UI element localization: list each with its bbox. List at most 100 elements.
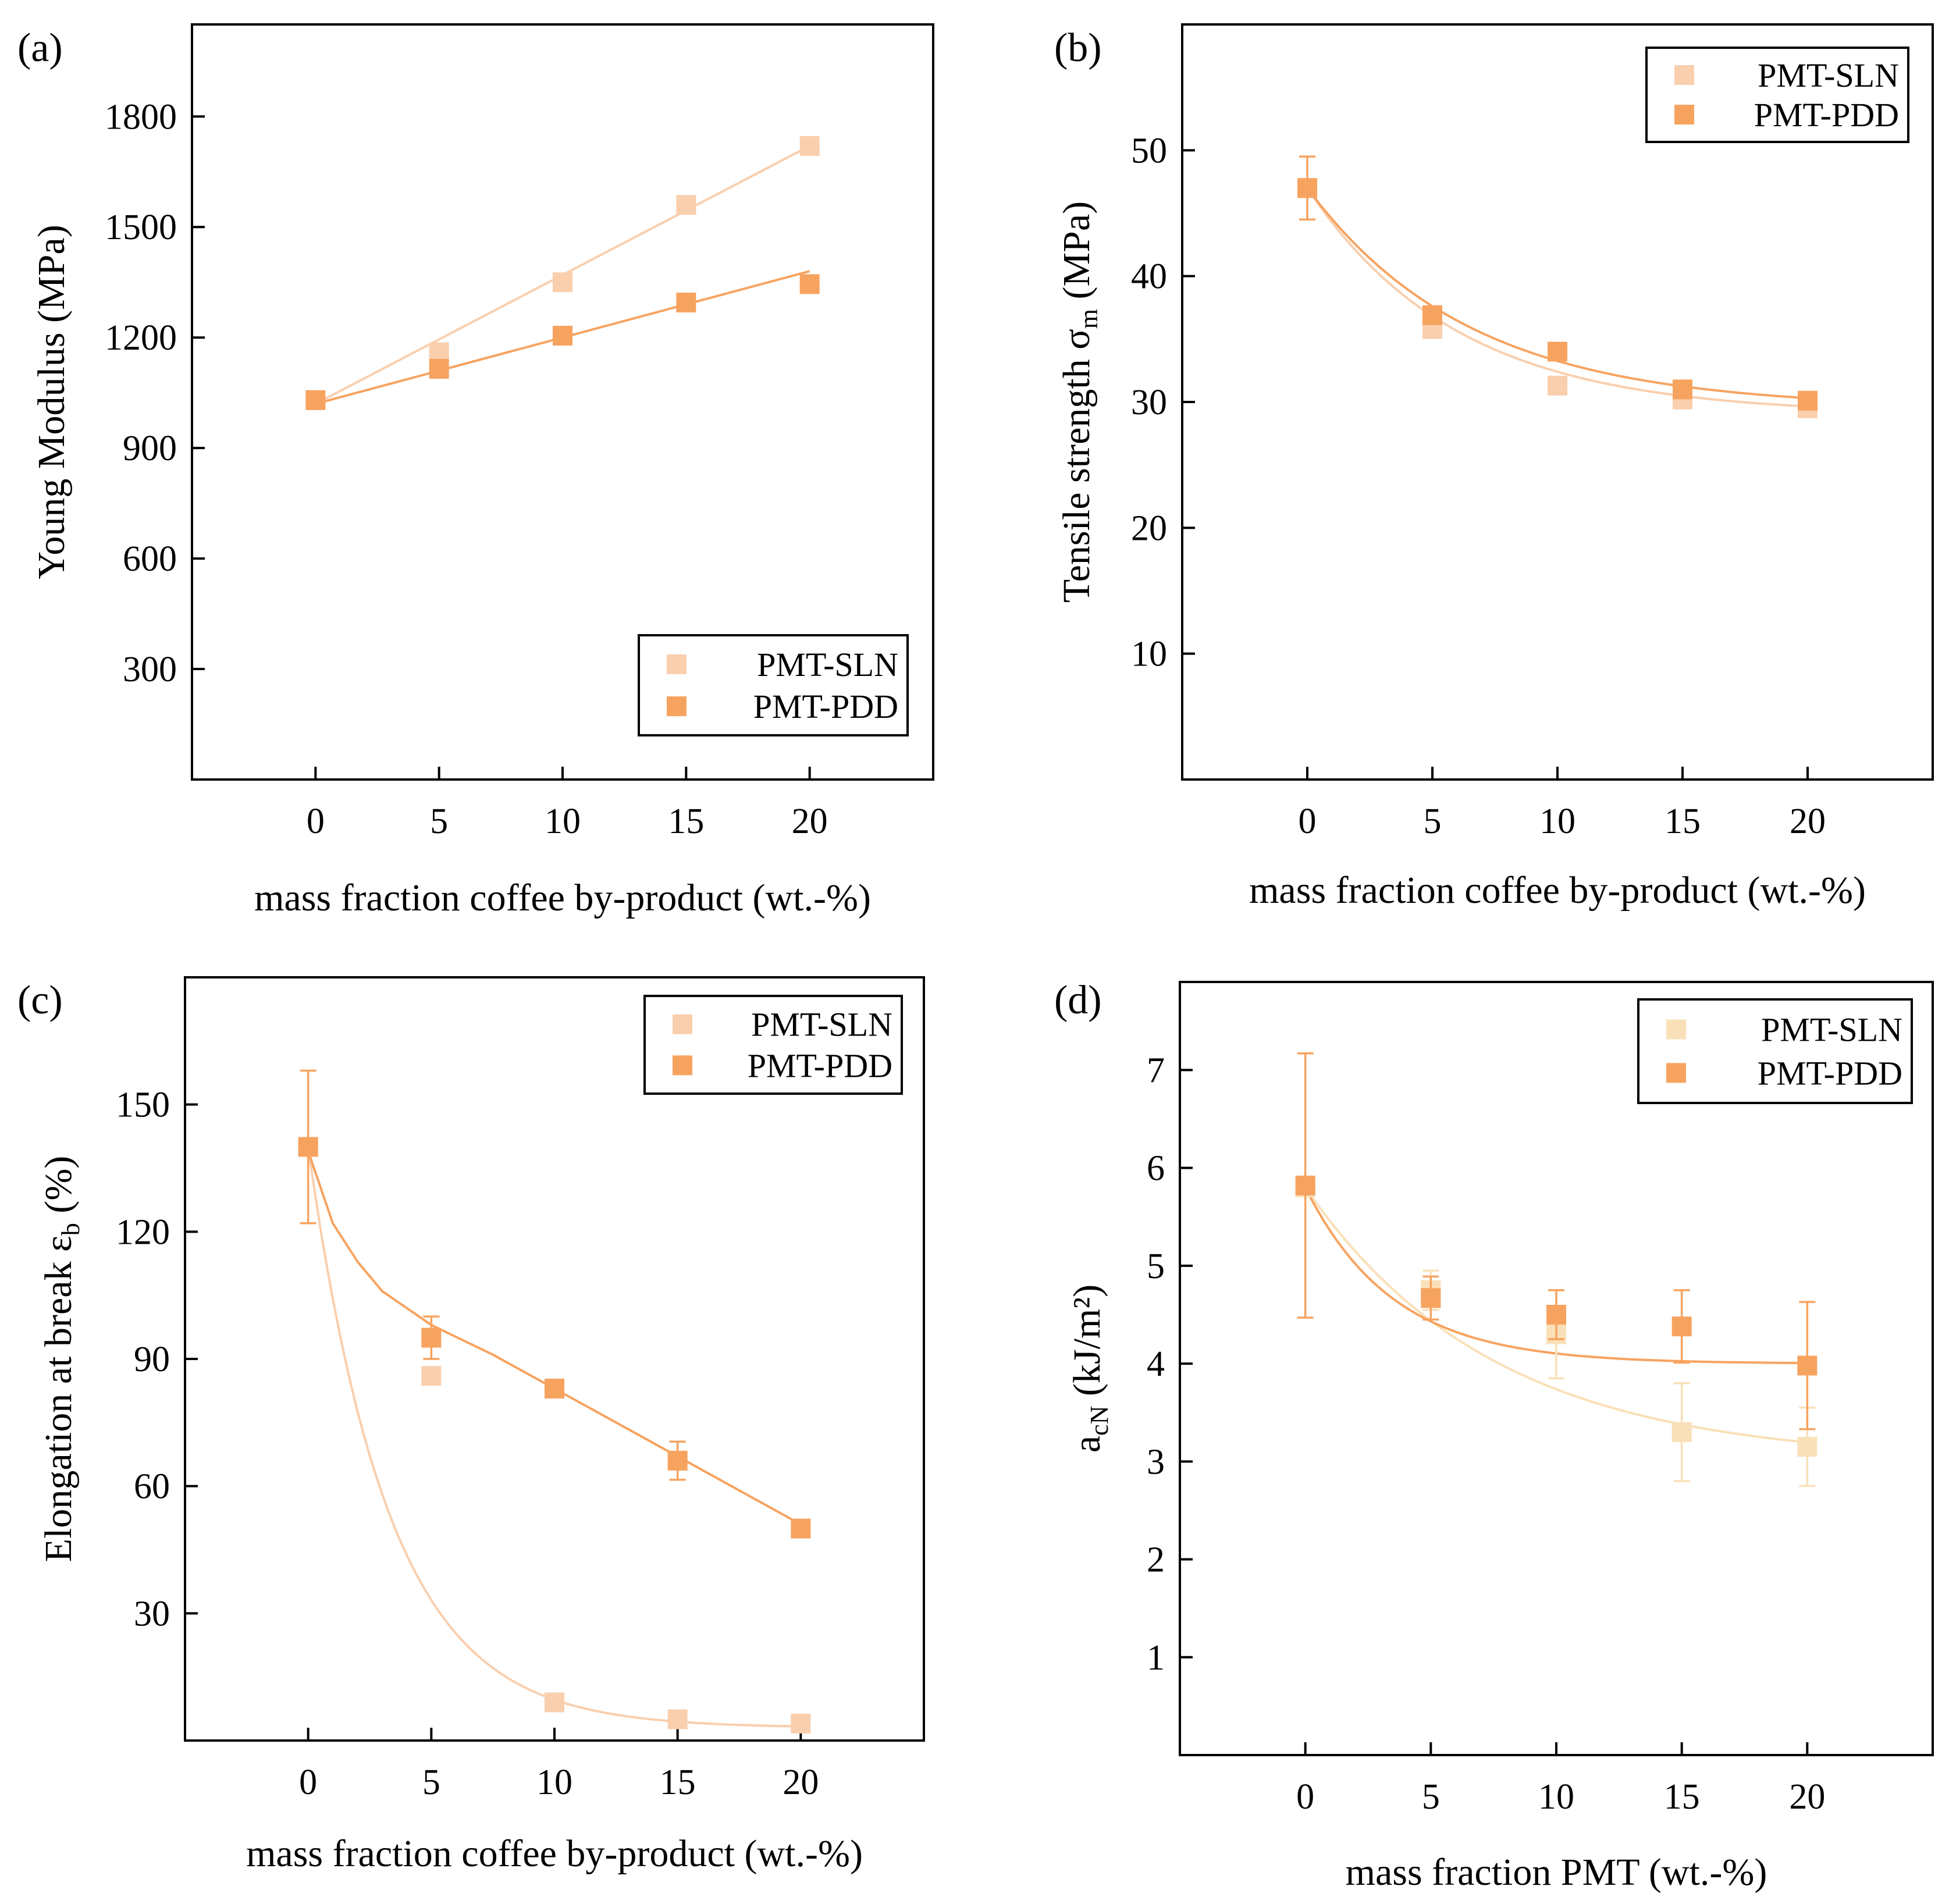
panel-label: (b) [1054, 26, 1102, 70]
legend-marker [667, 654, 687, 674]
data-point [1295, 1175, 1315, 1195]
y-tick-label: 3 [1147, 1442, 1165, 1482]
data-point [1548, 341, 1567, 362]
legend-marker [673, 1014, 692, 1034]
data-point [545, 1379, 564, 1399]
y-tick-label: 60 [134, 1467, 170, 1507]
data-point [799, 274, 820, 294]
legend-label: PMT-SLN [1761, 1011, 1902, 1049]
panel-label: (d) [1054, 978, 1102, 1023]
x-tick-label: 10 [1539, 802, 1575, 841]
data-point [421, 1328, 442, 1348]
fit-curve [1304, 1187, 1808, 1444]
data-point [298, 1137, 318, 1157]
y-axis-title-unit: (kJ/m²) [1066, 1284, 1108, 1406]
x-tick-label: 0 [1299, 802, 1317, 841]
y-axis-title-unit: (MPa) [1055, 201, 1098, 309]
chart-panel-d: (d) 0 5 10 15 20 1 2 3 4 5 6 7 mass fraction PMT (wt.… [1054, 978, 1934, 1894]
y-tick-label: 600 [123, 539, 177, 579]
data-point [1671, 1316, 1692, 1337]
x-tick-label: 15 [1664, 1777, 1700, 1817]
data-point [1798, 390, 1818, 411]
y-tick-label: 1 [1147, 1638, 1165, 1678]
legend-box [1637, 998, 1913, 1104]
fit-curve [1306, 187, 1808, 408]
x-tick-label: 10 [545, 802, 581, 841]
x-axis-title: mass fraction coffee by-product (wt.-%) [254, 877, 871, 919]
data-point [1797, 1355, 1818, 1376]
chart-panel-a: (a) 0 5 10 15 20 300 600 900 1200 1500 1800 mass fra… [17, 23, 934, 919]
data-point [799, 136, 820, 156]
data-point [1421, 1288, 1441, 1308]
data-point [429, 359, 449, 379]
fit-curve [1306, 187, 1808, 400]
y-axis-title-main: Tensile strength σ [1055, 329, 1098, 603]
legend-label: PMT-PDD [753, 688, 898, 725]
x-tick-label: 5 [1422, 1777, 1440, 1817]
y-tick-label: 40 [1131, 257, 1167, 297]
y-tick-label: 50 [1131, 131, 1167, 170]
y-axis-title-subscript: cN [1085, 1406, 1114, 1436]
data-point [1546, 1304, 1566, 1325]
data-point [553, 326, 572, 346]
y-axis-title: Young Modulus (MPa) [30, 225, 73, 579]
y-tick-label: 30 [1131, 383, 1167, 422]
x-axis-title: mass fraction coffee by-product (wt.-%) [246, 1832, 863, 1875]
data-point [667, 1709, 688, 1729]
y-axis-title-main: Young Modulus (MPa) [30, 225, 73, 579]
y-axis-title: Tensile strength σm (MPa) [1055, 201, 1103, 603]
y-tick-label: 300 [123, 650, 177, 689]
y-axis-title-subscript: m [1075, 309, 1103, 329]
y-axis-title-subscript: b [56, 1223, 85, 1236]
data-point [791, 1713, 811, 1734]
y-tick-label: 1500 [105, 208, 177, 247]
x-tick-label: 20 [783, 1763, 819, 1802]
legend-box [643, 995, 903, 1095]
y-tick-label: 7 [1147, 1051, 1165, 1090]
data-point [305, 390, 326, 410]
x-tick-label: 0 [307, 802, 325, 841]
x-tick-label: 15 [1665, 802, 1701, 841]
data-point [1297, 178, 1317, 198]
data-point [1548, 375, 1567, 396]
panel-label: (c) [17, 978, 63, 1023]
data-point [676, 293, 696, 313]
y-tick-label: 2 [1147, 1540, 1165, 1580]
y-tick-label: 6 [1147, 1149, 1165, 1188]
x-tick-label: 20 [1789, 1777, 1825, 1817]
y-tick-label: 1200 [105, 318, 177, 358]
data-point [667, 1450, 688, 1471]
fit-curve [307, 1151, 802, 1526]
data-point [791, 1518, 811, 1539]
y-tick-label: 30 [134, 1594, 170, 1633]
x-tick-label: 0 [299, 1763, 317, 1802]
data-point [421, 1366, 442, 1386]
legend-label: PMT-PDD [1754, 96, 1899, 134]
legend-label: PMT-SLN [751, 1006, 892, 1044]
y-axis-title-unit: (%) [37, 1156, 80, 1223]
legend-label: PMT-SLN [1758, 56, 1899, 94]
data-point [1422, 305, 1442, 325]
y-axis-title-main: a [1066, 1436, 1108, 1453]
legend-marker [1666, 1019, 1686, 1040]
x-tick-label: 5 [430, 802, 448, 841]
legend-box [1645, 47, 1909, 143]
legend-label: PMT-PDD [748, 1047, 892, 1084]
data-point [676, 195, 696, 215]
y-tick-label: 150 [116, 1086, 170, 1125]
y-axis-title: Elongation at break εb (%) [37, 1156, 85, 1562]
legend: PMT-SLN PMT-PDD [1637, 998, 1913, 1104]
x-axis-title: mass fraction PMT (wt.-%) [1346, 1851, 1767, 1894]
y-tick-label: 1800 [105, 97, 177, 137]
legend-label: PMT-PDD [1758, 1054, 1902, 1092]
legend-marker [1666, 1063, 1686, 1083]
x-tick-label: 15 [668, 802, 704, 841]
y-tick-label: 90 [134, 1340, 170, 1379]
x-tick-label: 5 [422, 1763, 440, 1802]
y-tick-label: 4 [1147, 1344, 1165, 1384]
data-point [1671, 1422, 1692, 1442]
